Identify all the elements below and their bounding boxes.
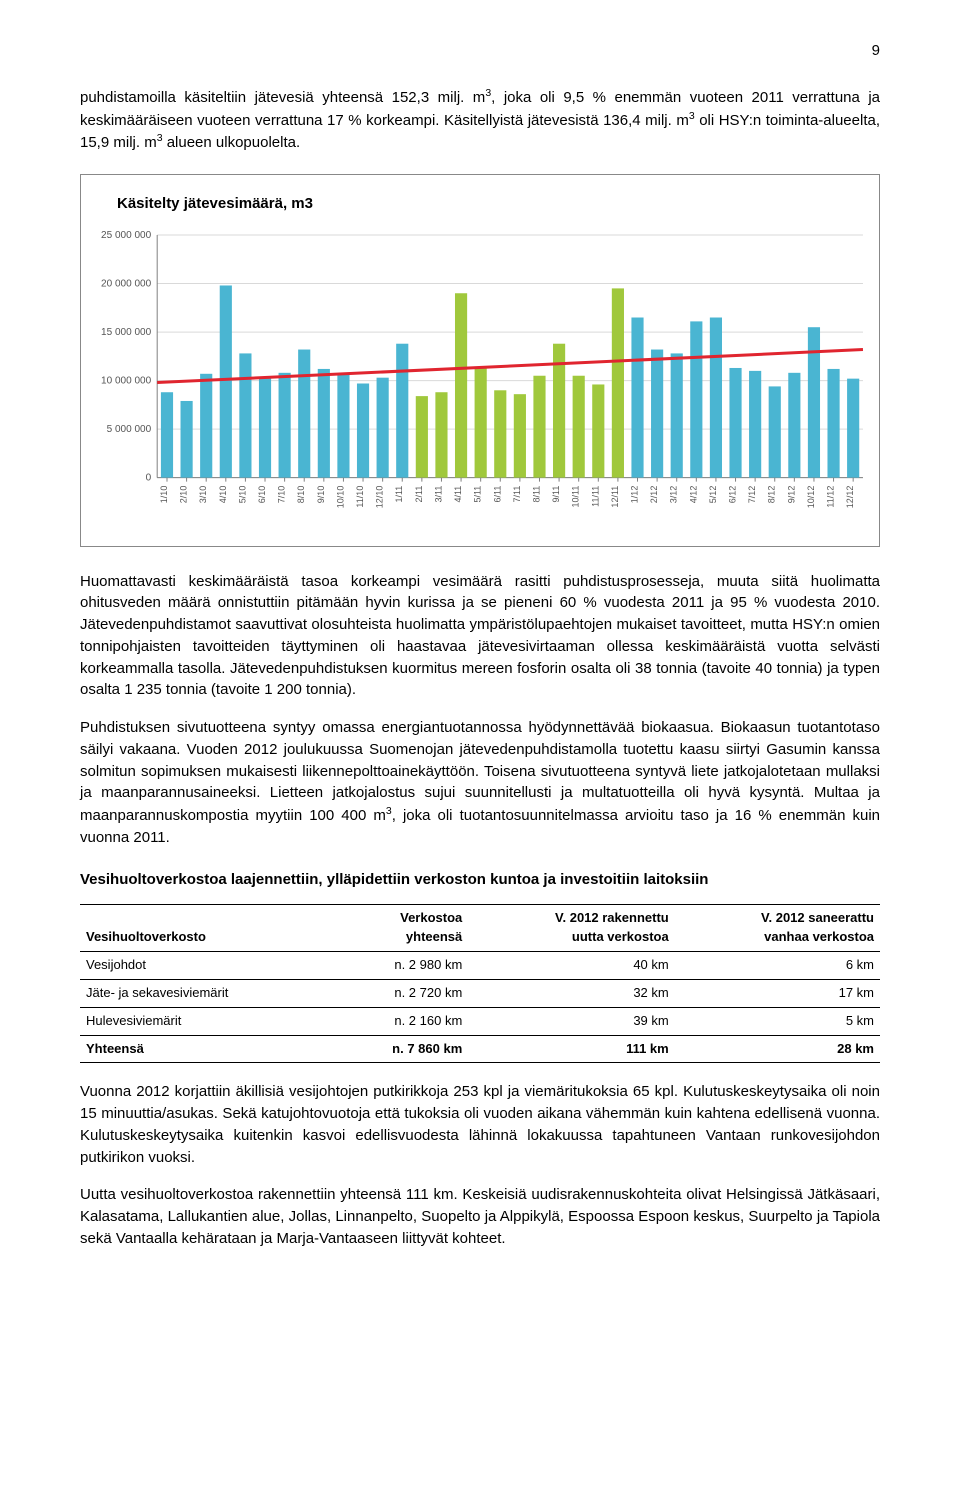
table-header: V. 2012 saneerattuvanhaa verkostoa [675, 905, 880, 952]
table-row: Hulevesiviemäritn. 2 160 km39 km5 km [80, 1007, 880, 1035]
svg-text:8/11: 8/11 [531, 485, 541, 502]
svg-text:0: 0 [146, 472, 152, 483]
paragraph-5: Uutta vesihuoltoverkostoa rakennettiin y… [80, 1184, 880, 1249]
svg-text:10 000 000: 10 000 000 [101, 375, 152, 386]
table-header: Vesihuoltoverkosto [80, 905, 333, 952]
svg-text:1/12: 1/12 [630, 485, 640, 503]
svg-text:7/12: 7/12 [747, 485, 757, 503]
svg-text:1/11: 1/11 [394, 485, 404, 502]
svg-text:4/11: 4/11 [453, 485, 463, 502]
table-header: V. 2012 rakennettuuutta verkostoa [468, 905, 674, 952]
svg-text:10/12: 10/12 [806, 485, 816, 508]
paragraph-2: Huomattavasti keskimääräistä tasoa korke… [80, 571, 880, 702]
section-heading: Vesihuoltoverkostoa laajennettiin, ylläp… [80, 869, 880, 891]
page-number: 9 [80, 40, 880, 62]
svg-text:10/10: 10/10 [335, 485, 345, 508]
bar-chart: 0 5 000 000 10 000 000 15 000 000 20 000 000… [89, 227, 871, 538]
svg-text:12/10: 12/10 [375, 485, 385, 508]
svg-text:2/10: 2/10 [179, 485, 189, 503]
svg-text:5/11: 5/11 [473, 485, 483, 502]
svg-text:7/11: 7/11 [512, 485, 522, 502]
svg-text:15 000 000: 15 000 000 [101, 327, 152, 338]
svg-text:4/10: 4/10 [218, 485, 228, 503]
table-header: Verkostoayhteensä [333, 905, 468, 952]
svg-text:1/10: 1/10 [159, 485, 169, 503]
table-row: Yhteensän. 7 860 km111 km28 km [80, 1035, 880, 1063]
svg-text:3/10: 3/10 [198, 485, 208, 503]
paragraph-1: puhdistamoilla käsiteltiin jätevesiä yht… [80, 86, 880, 154]
svg-text:12/11: 12/11 [610, 485, 620, 507]
svg-text:2/11: 2/11 [414, 485, 424, 502]
svg-text:5 000 000: 5 000 000 [107, 424, 152, 435]
svg-text:9/11: 9/11 [551, 485, 561, 502]
paragraph-3: Puhdistuksen sivutuotteena syntyy omassa… [80, 717, 880, 849]
svg-text:8/10: 8/10 [296, 485, 306, 503]
svg-text:12/12: 12/12 [845, 485, 855, 508]
table-row: Jäte- ja sekavesiviemäritn. 2 720 km32 k… [80, 979, 880, 1007]
svg-text:4/12: 4/12 [688, 485, 698, 503]
svg-text:6/11: 6/11 [492, 485, 502, 502]
svg-text:5/10: 5/10 [237, 485, 247, 503]
svg-text:9/12: 9/12 [786, 485, 796, 503]
svg-text:11/10: 11/10 [355, 485, 365, 507]
svg-text:6/12: 6/12 [728, 485, 738, 503]
svg-text:11/11: 11/11 [590, 485, 600, 506]
svg-text:10/11: 10/11 [571, 485, 581, 507]
svg-text:2/12: 2/12 [649, 485, 659, 503]
svg-text:9/10: 9/10 [316, 485, 326, 503]
chart-frame: Käsitelty jätevesimäärä, m3 0 5 000 000 10… [80, 174, 880, 547]
svg-text:6/10: 6/10 [257, 485, 267, 503]
svg-text:8/12: 8/12 [767, 485, 777, 503]
svg-text:25 000 000: 25 000 000 [101, 230, 152, 241]
network-table: VesihuoltoverkostoVerkostoayhteensäV. 20… [80, 904, 880, 1063]
svg-text:7/10: 7/10 [277, 485, 287, 503]
svg-text:20 000 000: 20 000 000 [101, 278, 152, 289]
svg-text:5/12: 5/12 [708, 485, 718, 503]
chart-title: Käsitelty jätevesimäärä, m3 [117, 193, 871, 215]
table-row: Vesijohdotn. 2 980 km40 km6 km [80, 951, 880, 979]
svg-text:3/11: 3/11 [433, 485, 443, 502]
paragraph-4: Vuonna 2012 korjattiin äkillisiä vesijoh… [80, 1081, 880, 1168]
svg-text:11/12: 11/12 [826, 485, 836, 507]
svg-text:3/12: 3/12 [669, 485, 679, 503]
